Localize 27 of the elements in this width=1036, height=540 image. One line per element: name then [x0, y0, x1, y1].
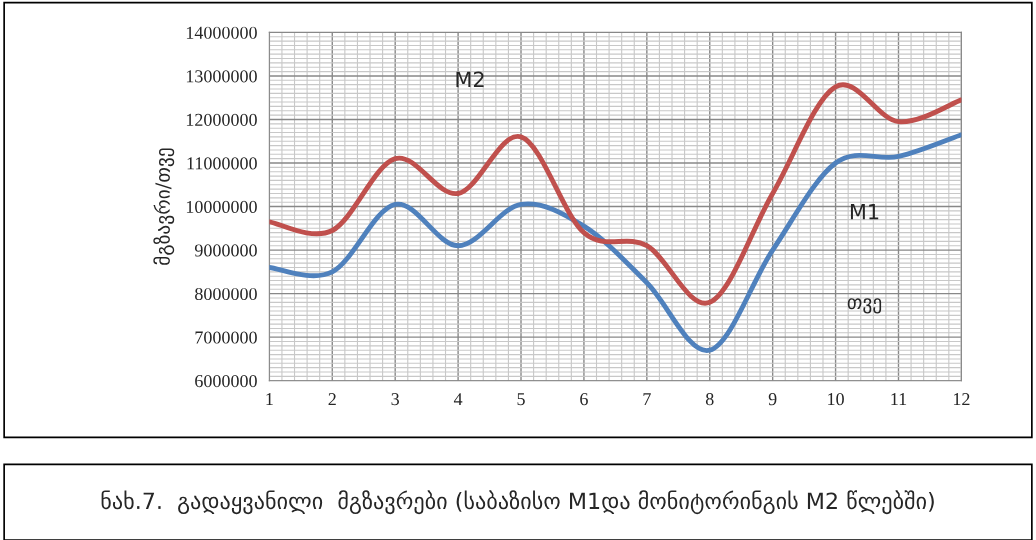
x-tick-label: 2 — [328, 393, 336, 406]
y-axis-title: მგზავრი/თვე — [153, 148, 175, 265]
y-tick-label: 11000000 — [187, 157, 257, 170]
x-tick-label: 11 — [891, 393, 907, 406]
y-tick-label: 9000000 — [194, 244, 257, 257]
text: M2 — [456, 71, 484, 87]
text: ნახ.7. გადაყვანილი მგზავრები (საბაზისო M1და მონიტორინგის M2 წლებში) — [101, 490, 934, 515]
y-tick-label: 7000000 — [195, 331, 257, 344]
x-tick-label: 4 — [453, 393, 463, 406]
y-tick-label: 10000000 — [186, 200, 257, 213]
series-label: M1 — [850, 204, 879, 220]
x-tick-label: 9 — [768, 393, 777, 406]
x-axis-title: თვე — [847, 298, 882, 314]
x-tick-label: 10 — [828, 393, 844, 406]
y-tick-label: 6000000 — [195, 374, 257, 388]
x-tick-label: 3 — [391, 393, 399, 406]
y-tick-label: 8000000 — [195, 287, 257, 301]
x-tick-label: 8 — [705, 393, 714, 406]
x-tick-label: 12 — [953, 393, 970, 406]
x-tick-label: 1 — [266, 393, 273, 406]
y-tick-label: 13000000 — [186, 70, 257, 83]
x-tick-label: 7 — [643, 393, 651, 406]
line-series — [269, 132, 962, 353]
y-tick-label: 14000000 — [186, 26, 257, 39]
x-tick-label: 6 — [580, 393, 588, 406]
x-tick-label: 5 — [517, 393, 525, 406]
y-tick-label: 12000000 — [186, 113, 257, 126]
